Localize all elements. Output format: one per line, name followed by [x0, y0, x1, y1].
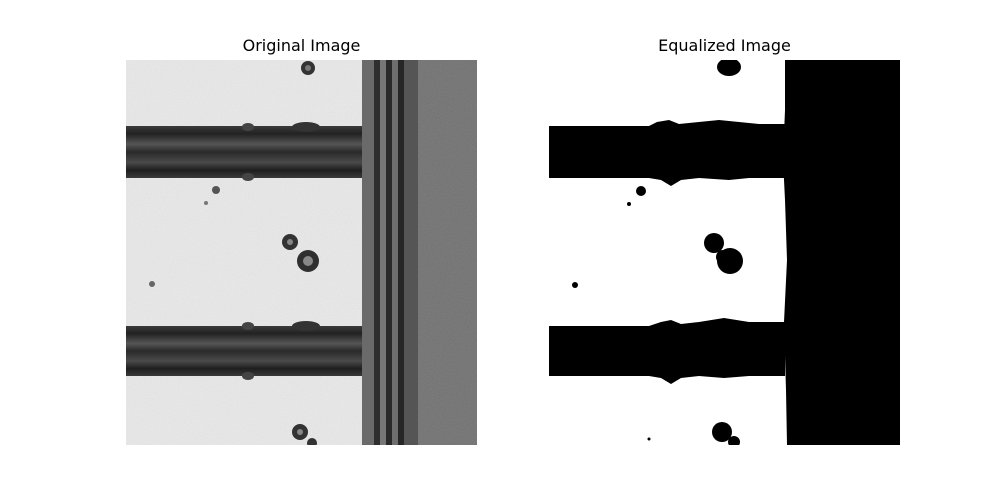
equalized-image [549, 60, 900, 445]
equalized-image-svg [549, 60, 900, 445]
original-image [126, 60, 477, 445]
panel-title-equalized: Equalized Image [658, 36, 791, 55]
panel-title-original: Original Image [242, 36, 361, 55]
original-image-svg [126, 60, 477, 445]
